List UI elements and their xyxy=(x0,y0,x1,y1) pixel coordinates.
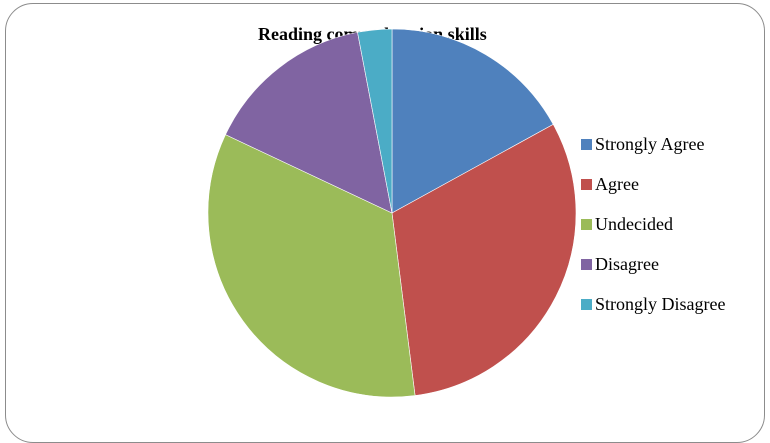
legend-item-disagree: Disagree xyxy=(581,244,725,284)
legend-swatch xyxy=(581,218,592,230)
legend-swatch xyxy=(581,178,592,190)
pie-chart xyxy=(207,28,577,398)
legend: Strongly Agree Agree Undecided Disagree Stro… xyxy=(581,124,725,324)
legend-item-undecided: Undecided xyxy=(581,204,725,244)
legend-swatch xyxy=(581,258,592,270)
pie-slice-undecided xyxy=(207,134,416,398)
legend-label: Agree xyxy=(595,173,639,194)
legend-item-strongly-disagree: Strongly Disagree xyxy=(581,284,725,324)
legend-label: Undecided xyxy=(595,213,673,234)
legend-swatch xyxy=(581,138,592,150)
legend-label: Disagree xyxy=(595,253,659,274)
legend-item-strongly-agree: Strongly Agree xyxy=(581,124,725,164)
pie-slice-strongly-agree xyxy=(391,28,554,214)
legend-swatch xyxy=(581,298,592,310)
pie-slice-agree xyxy=(391,123,577,396)
legend-item-agree: Agree xyxy=(581,164,725,204)
legend-label: Strongly Disagree xyxy=(595,293,726,314)
legend-label: Strongly Agree xyxy=(595,133,705,154)
pie-slice-strongly-disagree xyxy=(357,28,393,214)
pie-slice-disagree xyxy=(225,31,393,214)
